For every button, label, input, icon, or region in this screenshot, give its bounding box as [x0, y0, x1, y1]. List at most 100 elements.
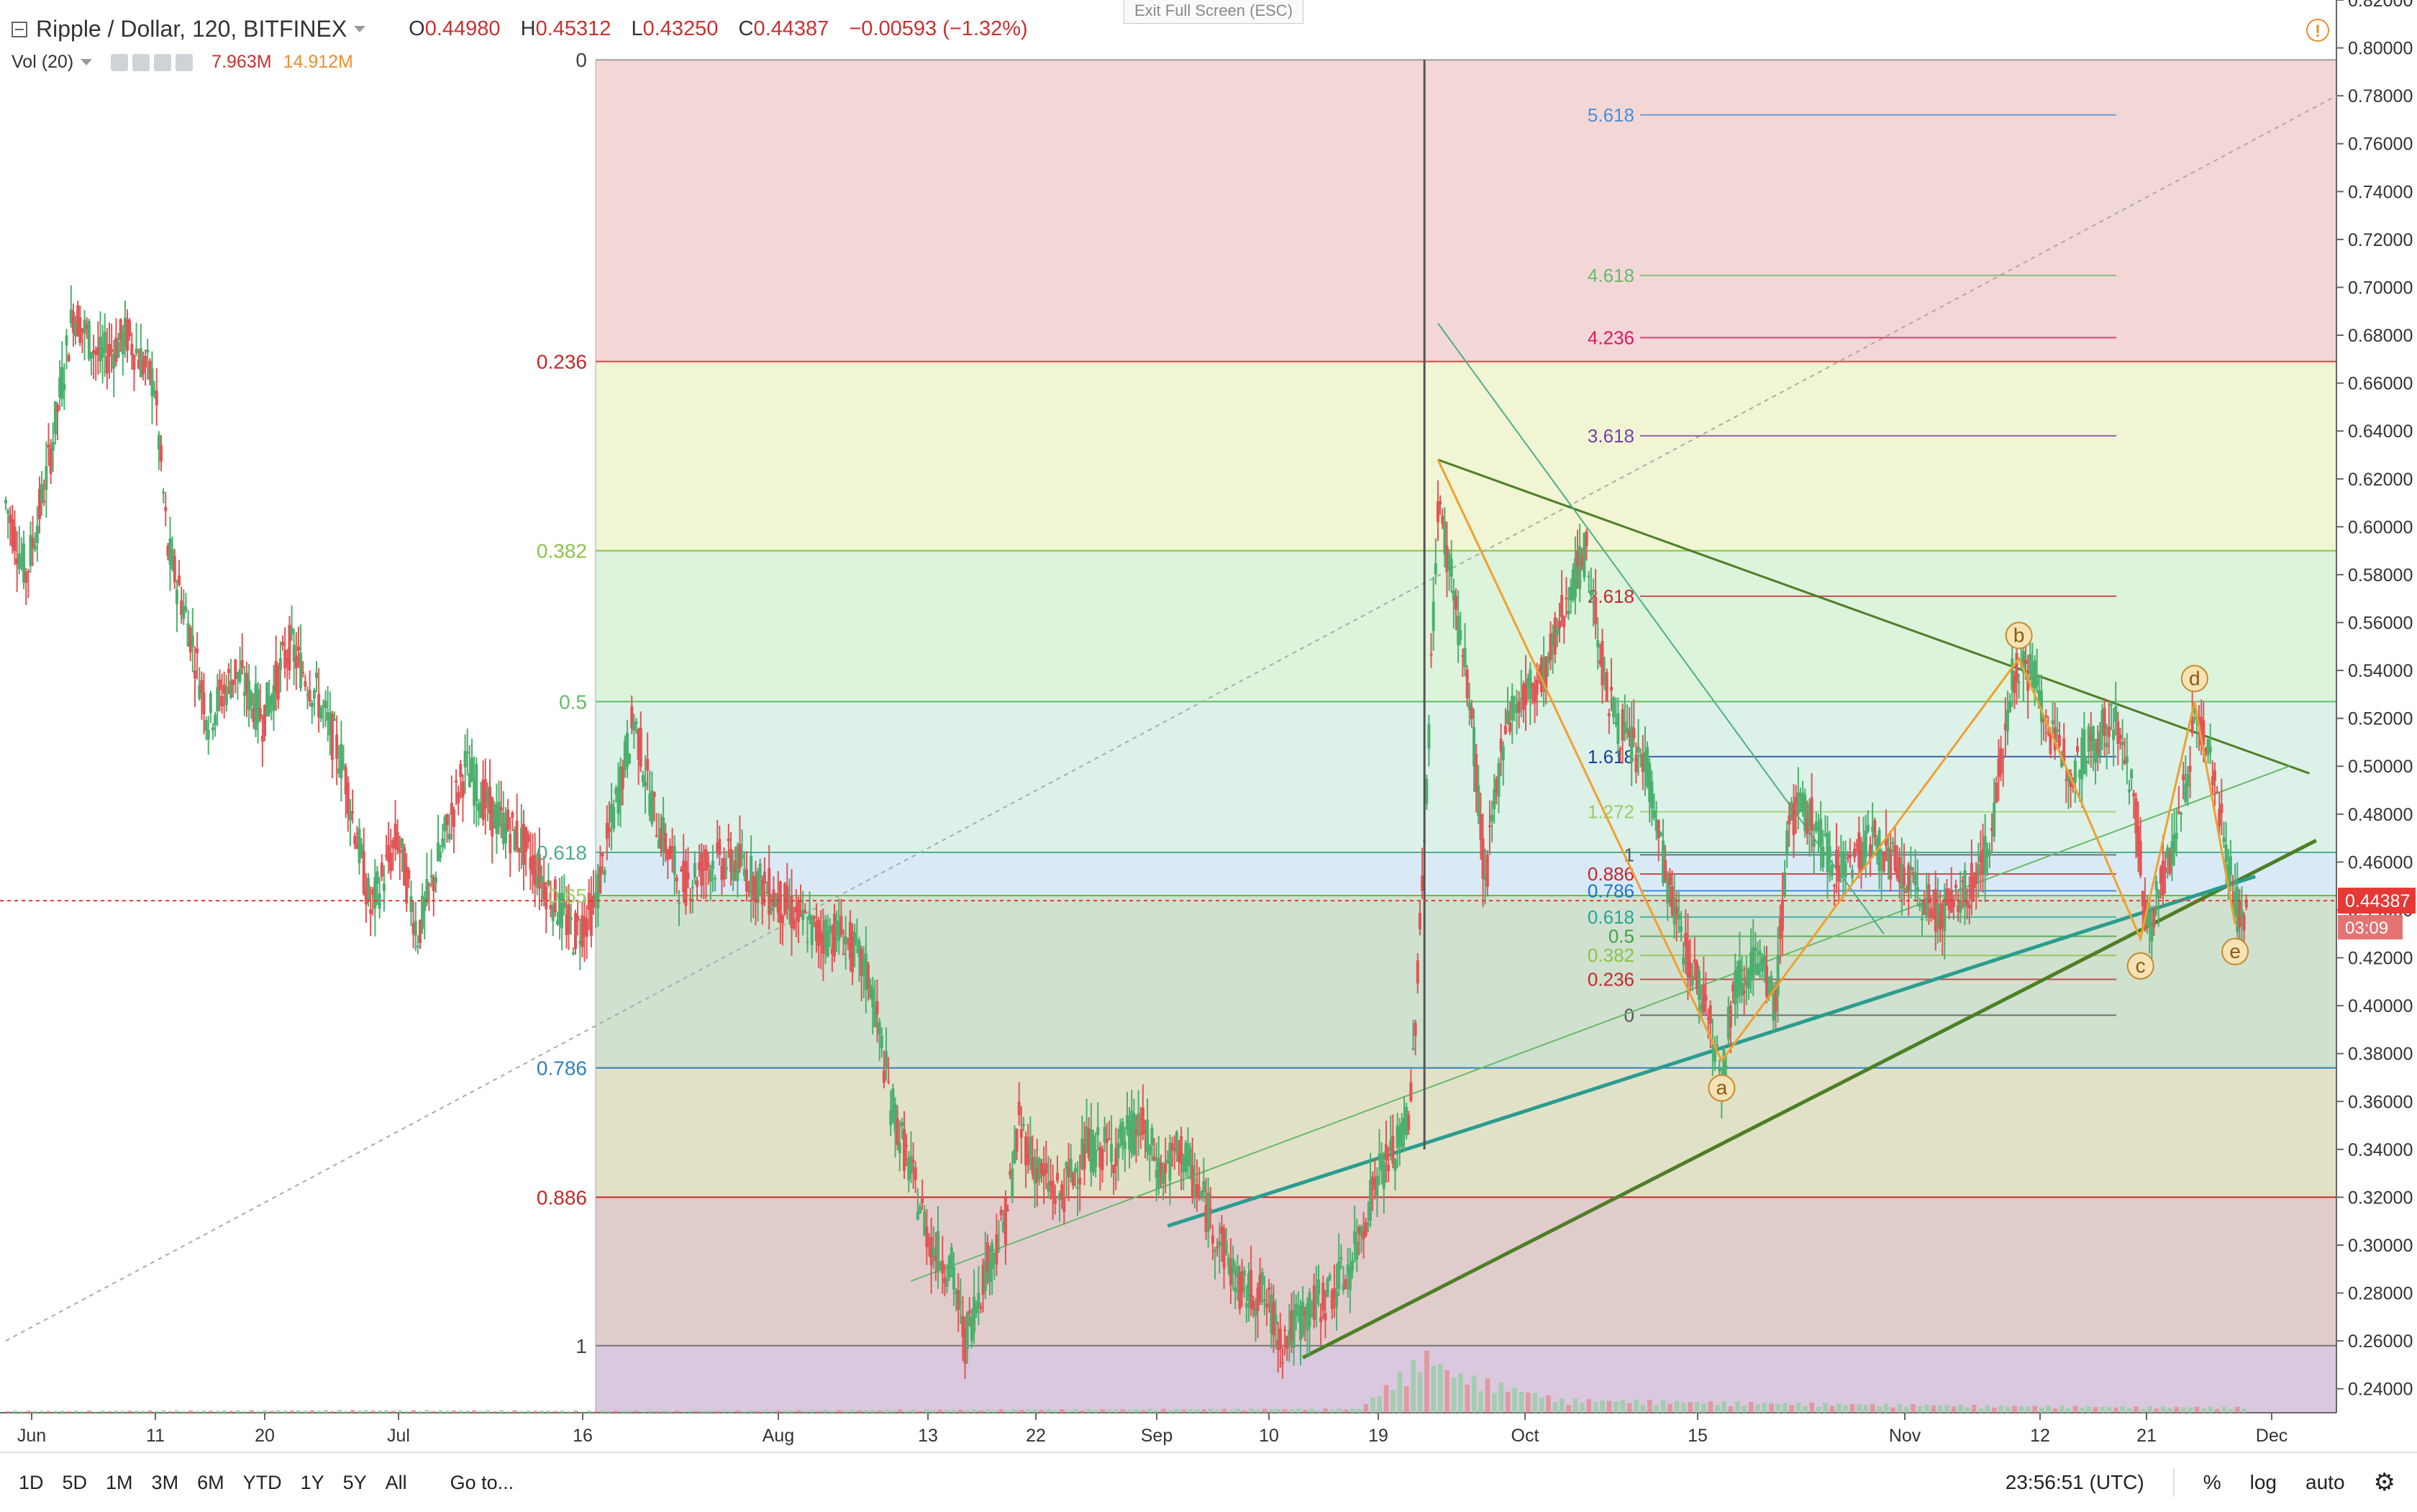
fib-retracement-label: 0.65 [548, 885, 588, 907]
candle-body [2208, 746, 2212, 753]
volume-bar [296, 1410, 301, 1413]
candle-body [1839, 855, 1843, 857]
candle-body [1262, 1299, 1266, 1302]
candle-body [2213, 770, 2216, 781]
volume-bar [742, 1411, 747, 1413]
candle-body [612, 806, 616, 829]
candle-body [58, 377, 62, 398]
price-tick-label: 0.42000 [2348, 949, 2413, 969]
candle-body [166, 545, 170, 557]
range-button-5d[interactable]: 5D [62, 1471, 88, 1493]
exit-fullscreen-button[interactable]: Exit Full Screen (ESC) [1124, 0, 1303, 24]
candle-body [853, 932, 857, 946]
candle-body [1675, 907, 1678, 915]
volume-bar [147, 1410, 153, 1413]
open-label: O [409, 17, 425, 40]
chevron-down-icon[interactable] [354, 26, 366, 32]
candle-body [937, 1231, 939, 1272]
time-axis[interactable]: Jun 11 20 Jul 16 Aug 13 22 Sep 10 19 Oct 15 Nov 12 21 De… [17, 1413, 2288, 1446]
goto-date-button[interactable]: Go to... [450, 1471, 514, 1493]
candle-body [1182, 1157, 1185, 1172]
volume-bar [269, 1411, 274, 1413]
range-button-all[interactable]: All [385, 1471, 407, 1493]
candle-body [1162, 1166, 1165, 1184]
alert-icon[interactable]: ! [2306, 19, 2329, 42]
volume-bar [431, 1411, 437, 1413]
candle-body [2150, 925, 2154, 942]
symbol-title[interactable]: Ripple / Dollar, 120, BITFINEX [36, 16, 347, 42]
volume-bar [188, 1410, 194, 1413]
log-scale-button[interactable]: log [2249, 1471, 2277, 1493]
candle-body [429, 875, 433, 878]
close-icon[interactable] [176, 53, 194, 71]
candle-body [619, 766, 622, 806]
range-button-6m[interactable]: 6M [197, 1471, 224, 1493]
candle-body [1842, 852, 1845, 876]
volume-bar [445, 1411, 450, 1413]
range-button-1m[interactable]: 1M [106, 1471, 133, 1493]
candle-body [768, 868, 771, 915]
volume-bar [1795, 1402, 1801, 1413]
volume-bar [1688, 1402, 1693, 1413]
candle-body [1364, 1222, 1367, 1236]
candle-body [804, 911, 807, 914]
range-button-1d[interactable]: 1D [19, 1471, 44, 1493]
candle-body [1985, 849, 1989, 857]
candle-body [1434, 563, 1437, 575]
candle-body [481, 779, 485, 820]
candle-body [1796, 792, 1800, 814]
candle-body [1180, 1136, 1183, 1164]
range-button-3m[interactable]: 3M [151, 1471, 179, 1493]
range-button-1y[interactable]: 1Y [300, 1471, 324, 1493]
volume-bar [1363, 1403, 1369, 1413]
range-button-ytd[interactable]: YTD [242, 1471, 282, 1493]
candle-body [245, 673, 248, 695]
candle-body [871, 988, 875, 1008]
candle-body [1280, 1362, 1284, 1364]
candle-body [983, 1260, 987, 1291]
candle-body [1457, 616, 1460, 645]
eye-icon[interactable] [111, 53, 129, 71]
candle-body [150, 368, 154, 397]
candle-body [2130, 769, 2134, 779]
candle-body [1716, 1044, 1719, 1047]
volume-bar [1114, 1409, 1119, 1413]
plus-icon[interactable] [154, 53, 172, 71]
candle-body [1508, 722, 1512, 732]
candle-body [1970, 862, 1973, 900]
volume-bar [249, 1410, 254, 1413]
volume-bar [775, 1410, 781, 1413]
collapse-icon[interactable] [12, 21, 27, 37]
gear-icon[interactable] [132, 53, 150, 71]
volume-bar [1613, 1401, 1619, 1413]
candle-body [222, 685, 226, 694]
price-tick-label: 0.46000 [2348, 852, 2413, 873]
candle-body [2073, 760, 2077, 783]
candle-body [666, 850, 670, 860]
candle-body [236, 672, 240, 678]
candle-body [734, 860, 737, 873]
chevron-down-icon[interactable] [81, 59, 93, 65]
candle-body [1558, 621, 1561, 629]
price-chart[interactable]: 5.6184.6184.2363.6182.6181.6181.27210.88… [0, 0, 2417, 1452]
price-axis[interactable]: 0.82000 0.80000 0.78000 0.76000 0.74000 0.720… [2336, 0, 2417, 1413]
volume-bar [965, 1410, 970, 1413]
candle-body [1760, 957, 1764, 972]
candle-body [1531, 683, 1534, 688]
candle-body [1565, 598, 1568, 600]
gear-icon[interactable]: ⚙ [2373, 1469, 2395, 1496]
candle-body [1254, 1308, 1257, 1316]
candle-body [1585, 531, 1588, 547]
volume-label[interactable]: Vol (20) [12, 52, 74, 72]
candle-body [792, 919, 796, 929]
range-button-5y[interactable]: 5Y [342, 1471, 367, 1493]
candle-body [898, 1143, 901, 1154]
candle-body [1411, 1047, 1415, 1049]
candle-body [1544, 656, 1548, 693]
volume-bar [1485, 1378, 1490, 1413]
auto-scale-button[interactable]: auto [2306, 1471, 2345, 1493]
candle-body [1862, 842, 1865, 867]
percent-scale-button[interactable]: % [2203, 1471, 2221, 1493]
price-tick-label: 0.32000 [2348, 1188, 2413, 1208]
candle-body [42, 501, 46, 503]
